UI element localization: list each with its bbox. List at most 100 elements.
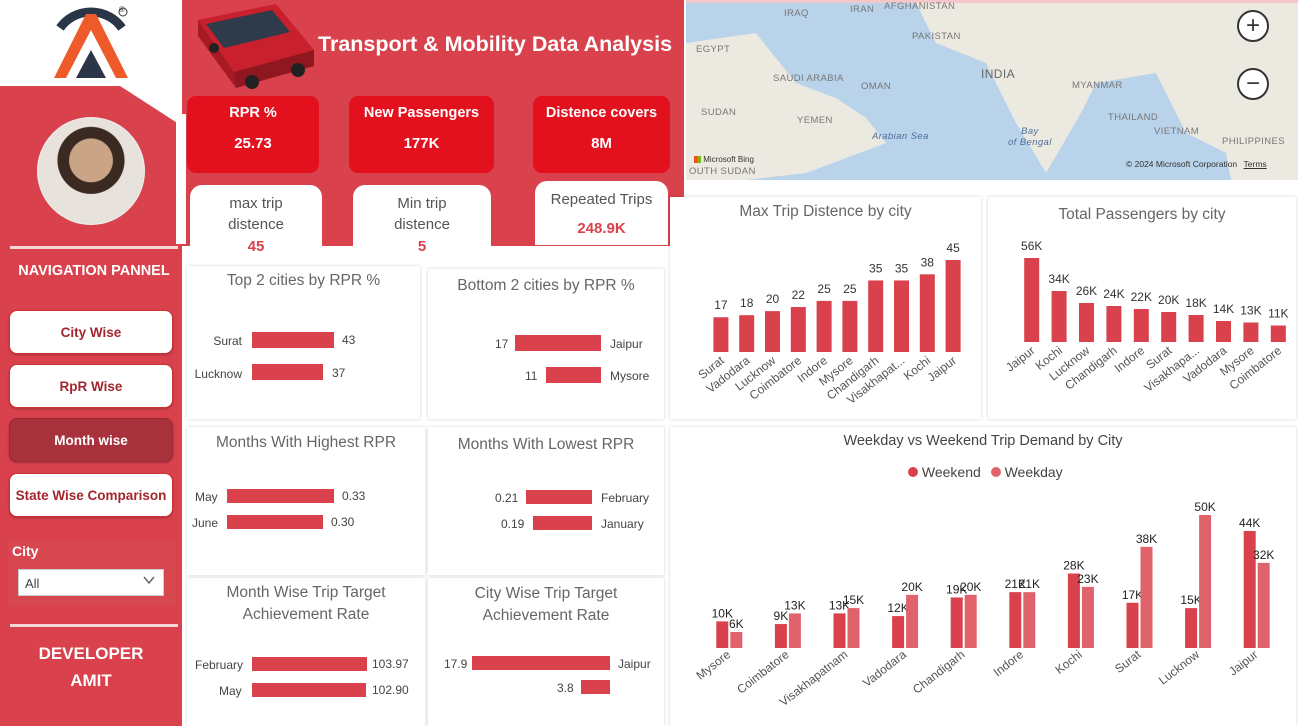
data-label: 14K bbox=[1213, 302, 1234, 316]
bar-value: 0.19 bbox=[501, 517, 525, 531]
category-label: Coimbatore bbox=[734, 647, 792, 696]
bar bbox=[945, 260, 961, 352]
bar-weekend bbox=[1009, 592, 1022, 648]
category-label: Indore bbox=[991, 647, 1027, 679]
bar-label: February bbox=[195, 658, 244, 672]
data-label: 35 bbox=[895, 261, 909, 275]
kpi-max-trip-distance: max trip distence 45 bbox=[190, 185, 322, 255]
bar-weekend bbox=[892, 616, 905, 648]
data-label: 6K bbox=[729, 617, 744, 631]
bar-label: Jaipur bbox=[610, 337, 643, 351]
bar bbox=[868, 280, 884, 352]
map-label: IRAN bbox=[850, 4, 875, 15]
lowest-rpr-months-card: Months With Lowest RPR 0.21 February 0.1… bbox=[428, 427, 664, 575]
bar-weekend bbox=[833, 613, 846, 648]
city-wise-button[interactable]: City Wise bbox=[9, 310, 173, 354]
kpi-label: Distence covers bbox=[545, 105, 658, 121]
avatar bbox=[37, 117, 145, 225]
data-label: 15K bbox=[843, 593, 864, 607]
bar bbox=[526, 490, 592, 504]
data-label: 13K bbox=[784, 598, 805, 612]
kpi-value: 248.9K bbox=[577, 220, 626, 237]
data-label: 22 bbox=[792, 288, 806, 302]
registered-mark: ® bbox=[119, 5, 125, 14]
map-copyright: © 2024 Microsoft Corporation Terms bbox=[1126, 159, 1267, 169]
kpi-label: Repeated Trips bbox=[550, 191, 653, 208]
month-wise-button[interactable]: Month wise bbox=[9, 418, 173, 462]
state-wise-comparison-button[interactable]: State Wise Comparison bbox=[9, 473, 173, 517]
data-label: 20K bbox=[901, 580, 922, 594]
data-label: 28K bbox=[1063, 559, 1084, 573]
bar bbox=[1216, 321, 1231, 342]
map-label: Arabian Sea bbox=[872, 131, 929, 142]
legend-label-weekend: Weekend bbox=[921, 464, 981, 480]
map-label: EGYPT bbox=[696, 44, 731, 55]
map-label: OMAN bbox=[861, 81, 892, 92]
data-label: 23K bbox=[1077, 572, 1098, 586]
bar bbox=[919, 274, 935, 352]
page-title: Transport & Mobility Data Analysis bbox=[318, 32, 673, 56]
bar bbox=[252, 657, 367, 671]
category-label: Mysore bbox=[694, 647, 734, 682]
attribution-text: Microsoft Bing bbox=[703, 155, 754, 164]
divider bbox=[10, 246, 178, 249]
bar-weekday bbox=[847, 608, 860, 648]
map[interactable] bbox=[686, 0, 1298, 180]
map-label: SAUDI ARABIA bbox=[773, 73, 844, 84]
rpr-wise-button[interactable]: RpR Wise bbox=[9, 364, 173, 408]
chart-title: Total Passengers by city bbox=[1058, 206, 1226, 223]
data-label: 34K bbox=[1048, 272, 1069, 286]
bar bbox=[227, 489, 334, 503]
card-title: Months With Highest RPR bbox=[215, 434, 397, 451]
bar-weekday bbox=[1140, 546, 1153, 648]
bar bbox=[816, 300, 832, 352]
bar-value: 103.97 bbox=[372, 657, 409, 671]
bar-weekend bbox=[950, 597, 963, 648]
bar-weekday bbox=[1023, 592, 1036, 648]
bar-label: January bbox=[601, 517, 644, 531]
bar-value: 17.9 bbox=[444, 657, 468, 671]
city-dropdown[interactable]: All bbox=[18, 569, 164, 596]
map-label: AFGHANISTAN bbox=[884, 1, 956, 12]
kpi-value: 5 bbox=[417, 238, 427, 255]
zoom-out-button[interactable]: − bbox=[1237, 68, 1269, 100]
data-label: 21K bbox=[1005, 577, 1026, 591]
zoom-in-button[interactable]: + bbox=[1237, 10, 1269, 42]
bar-value: 17 bbox=[495, 337, 509, 351]
kpi-value: 25.73 bbox=[234, 135, 272, 152]
company-logo bbox=[54, 7, 128, 78]
card-title-line: Month Wise Trip Target bbox=[226, 584, 386, 601]
card-title-line: Achievement Rate bbox=[242, 606, 370, 623]
map-label: PHILIPPINES bbox=[1222, 136, 1286, 147]
data-label: 45 bbox=[946, 241, 960, 255]
bar bbox=[842, 300, 858, 352]
city-dropdown-value: All bbox=[25, 576, 40, 591]
map-label: INDIA bbox=[981, 67, 1016, 81]
city-filter-label: City bbox=[12, 543, 39, 559]
kpi-rpr: RPR % 25.73 bbox=[187, 96, 319, 173]
bar bbox=[739, 315, 755, 352]
max-trip-distance-chart: 17Surat18Vadodara20Lucknow22Coimbatore25… bbox=[696, 241, 961, 407]
data-label: 13K bbox=[829, 598, 850, 612]
card-title-line: Achievement Rate bbox=[482, 607, 610, 624]
weekday-weekend-chart: 10K6KMysore9K13KCoimbatore13K15KVisakhap… bbox=[694, 500, 1275, 709]
terms-link[interactable]: Terms bbox=[1243, 159, 1267, 169]
bar-weekend bbox=[1243, 530, 1256, 648]
data-label: 35 bbox=[869, 261, 883, 275]
divider bbox=[10, 624, 178, 627]
data-label: 38K bbox=[1136, 532, 1157, 546]
card-title: City Wise Trip Target Achievement Rate bbox=[428, 583, 664, 627]
bar bbox=[1079, 303, 1094, 342]
data-label: 56K bbox=[1021, 239, 1042, 253]
card-title: Month Wise Trip Target Achievement Rate bbox=[187, 582, 425, 626]
category-label: Chandigarh bbox=[910, 647, 968, 696]
data-label: 20K bbox=[960, 580, 981, 594]
data-label: 38 bbox=[921, 255, 935, 269]
bar bbox=[894, 280, 909, 352]
kpi-new-passengers: New Passengers 177K bbox=[349, 96, 494, 173]
data-label: 21K bbox=[1019, 577, 1040, 591]
map-label: THAILAND bbox=[1108, 112, 1159, 123]
bar-weekend bbox=[716, 621, 729, 648]
data-label: 15K bbox=[1180, 593, 1201, 607]
data-label: 10K bbox=[712, 606, 733, 620]
